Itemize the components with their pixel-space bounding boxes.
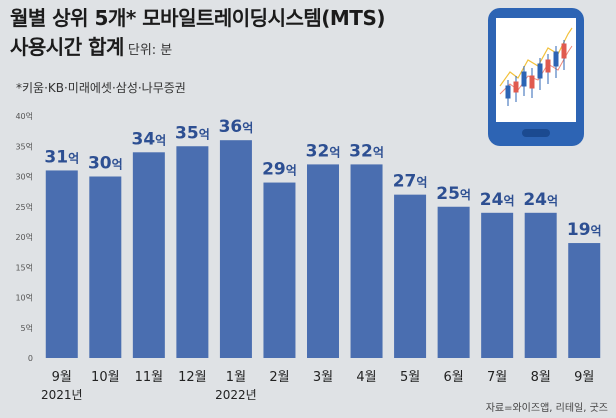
bar (524, 212, 557, 358)
bar (437, 206, 470, 358)
bar (219, 140, 252, 358)
title-line-1: 월별 상위 5개* 모바일트레이딩시스템(MTS) (10, 6, 386, 30)
bar (394, 194, 427, 358)
bar (176, 146, 209, 358)
bar-value-label: 25억 (436, 184, 471, 204)
y-tick-label: 10억 (15, 293, 33, 303)
bar (568, 243, 601, 358)
x-tick-label: 3월 (313, 370, 333, 385)
bar (263, 182, 296, 358)
bar (89, 176, 122, 358)
bars: 31억 30억 34억 35억 36억 29억 32억 32억 27억 25억 24억 24억 19억 (44, 117, 602, 358)
title-line-2: 사용시간 합계 단위: 분 (10, 33, 385, 65)
x-tick-label: 12월 (178, 370, 207, 385)
bar-value-label: 19억 (567, 220, 602, 240)
bar (45, 170, 78, 358)
y-axis: 0 5억 10억 15억 20억 25억 30억 35억 40억 (15, 111, 33, 363)
x-tick-label: 8월 (531, 370, 551, 385)
x-tick-label: 10월 (91, 370, 120, 385)
bar-value-label: 32억 (349, 141, 384, 161)
footnote: *키움·KB·미래에셋·삼성·나무증권 (16, 81, 186, 95)
y-tick-label: 15억 (15, 262, 33, 272)
x-tick-label: 6월 (443, 370, 463, 385)
bar-value-label: 24억 (523, 190, 558, 210)
y-tick-label: 20억 (15, 232, 33, 242)
x-tick-label: 4월 (356, 370, 376, 385)
x-tick-label: 11월 (135, 370, 164, 385)
title-line-2-text: 사용시간 합계 (10, 35, 124, 59)
x-tick-label: 2월 (269, 370, 289, 385)
bar-value-label: 27억 (393, 172, 428, 192)
bar (350, 164, 383, 358)
x-axis: 9월 10월 11월 12월 1월 2월 3월 4월 5월 6월 7월 8월 9월 2021년 2022년 (41, 370, 594, 402)
phone-chart-illustration-icon (488, 8, 584, 146)
y-tick-label: 0 (28, 354, 33, 363)
y-tick-label: 5억 (21, 323, 33, 333)
y-tick-label: 35억 (15, 141, 33, 151)
x-tick-label: 9월 (574, 370, 594, 385)
bar (481, 212, 514, 358)
bar-value-label: 35억 (175, 123, 210, 143)
x-tick-label: 1월 (226, 370, 246, 385)
chart-title: 월별 상위 5개* 모바일트레이딩시스템(MTS) 사용시간 합계 단위: 분 (10, 4, 386, 65)
bar-value-label: 31억 (44, 147, 79, 167)
x-tick-label: 9월 (52, 370, 72, 385)
year-label: 2021년 (41, 388, 83, 402)
y-tick-label: 25억 (15, 202, 33, 212)
bar-value-label: 29억 (262, 160, 297, 180)
x-tick-label: 5월 (400, 370, 420, 385)
source-label: 자료=와이즈앱, 리테일, 굿즈 (485, 403, 608, 414)
y-tick-label: 40억 (15, 111, 33, 121)
bar-value-label: 36억 (219, 117, 254, 137)
bar-value-label: 24억 (480, 190, 515, 210)
bar (307, 164, 339, 358)
bar-value-label: 30억 (88, 154, 123, 174)
bar (132, 152, 165, 358)
y-tick-label: 30억 (15, 172, 33, 182)
x-tick-label: 7월 (487, 370, 507, 385)
bar-value-label: 32억 (306, 141, 341, 161)
bar-value-label: 34억 (131, 129, 166, 149)
year-label: 2022년 (215, 388, 257, 402)
unit-label: 단위: 분 (127, 43, 173, 58)
